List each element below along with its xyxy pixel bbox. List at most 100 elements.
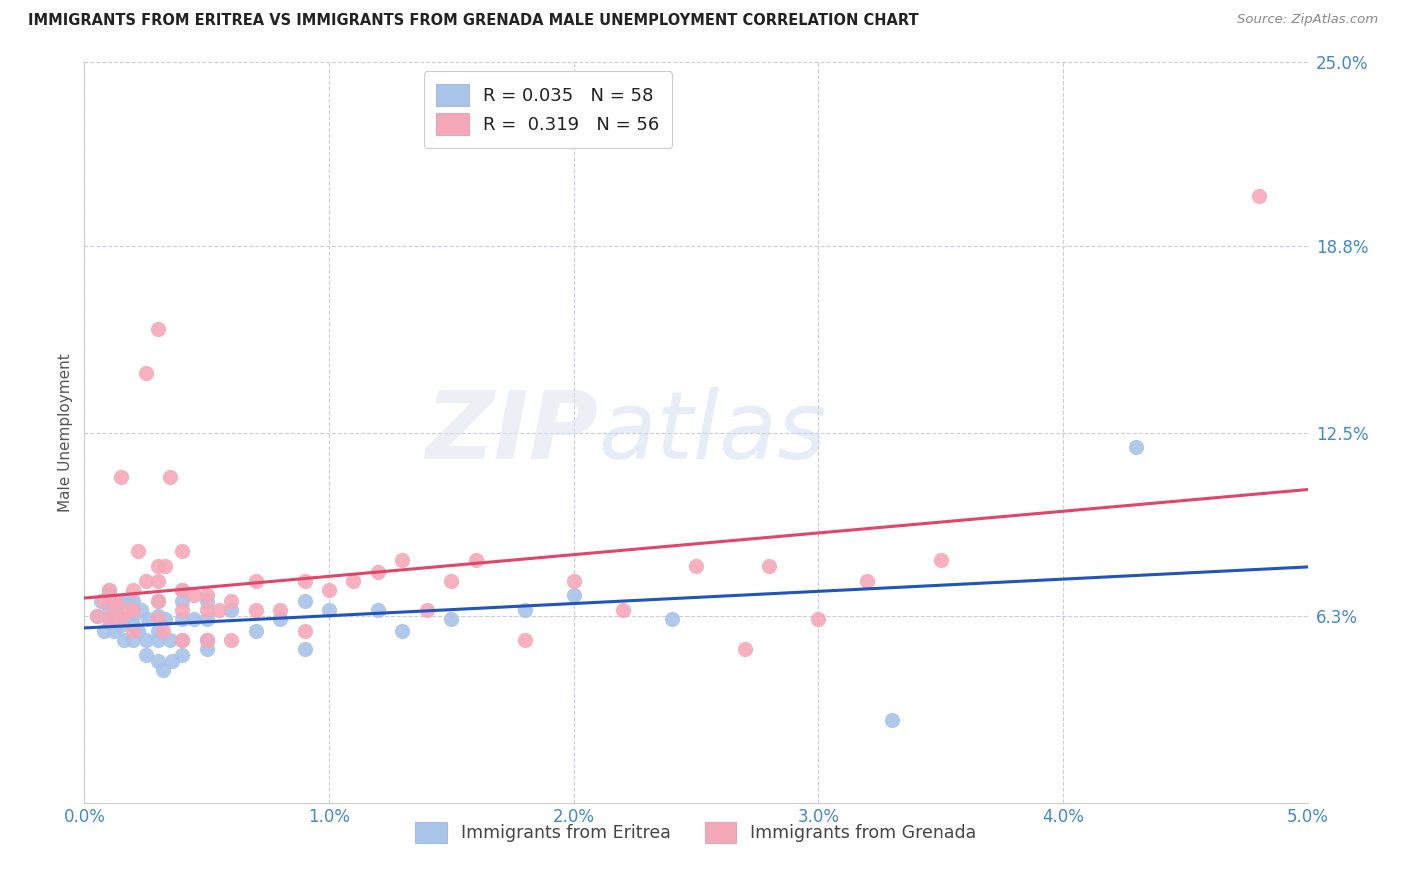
Point [146, 632, 169, 647]
Point [195, 612, 218, 626]
Point [294, 574, 316, 588]
Point [661, 612, 683, 626]
Point [110, 618, 132, 632]
Point [162, 654, 184, 668]
Point [195, 594, 218, 608]
Point [97, 612, 120, 626]
Point [122, 582, 145, 597]
Point [112, 632, 135, 647]
Point [880, 713, 903, 727]
Point [146, 322, 169, 336]
Point [122, 603, 145, 617]
Text: IMMIGRANTS FROM ERITREA VS IMMIGRANTS FROM GRENADA MALE UNEMPLOYMENT CORRELATION: IMMIGRANTS FROM ERITREA VS IMMIGRANTS FR… [28, 13, 918, 29]
Point [219, 603, 242, 617]
Point [1125, 441, 1147, 455]
Point [269, 612, 291, 626]
Point [318, 603, 340, 617]
Point [172, 603, 194, 617]
Point [153, 558, 176, 573]
Point [367, 565, 389, 579]
Point [342, 574, 364, 588]
Text: Source: ZipAtlas.com: Source: ZipAtlas.com [1237, 13, 1378, 27]
Point [146, 654, 169, 668]
Point [172, 544, 194, 558]
Point [97, 582, 120, 597]
Point [122, 603, 145, 617]
Point [110, 470, 132, 484]
Point [440, 612, 463, 626]
Legend: Immigrants from Eritrea, Immigrants from Grenada: Immigrants from Eritrea, Immigrants from… [409, 814, 983, 850]
Point [269, 603, 291, 617]
Point [464, 553, 486, 567]
Point [172, 594, 194, 608]
Point [146, 594, 169, 608]
Point [110, 594, 132, 608]
Y-axis label: Male Unemployment: Male Unemployment [58, 353, 73, 512]
Point [86, 609, 108, 624]
Point [172, 612, 194, 626]
Point [807, 612, 830, 626]
Text: atlas: atlas [598, 387, 827, 478]
Point [391, 624, 413, 638]
Point [172, 632, 194, 647]
Point [562, 589, 585, 603]
Point [562, 574, 585, 588]
Point [219, 594, 242, 608]
Point [97, 603, 120, 617]
Point [195, 589, 218, 603]
Point [612, 603, 634, 617]
Point [146, 624, 169, 638]
Point [127, 544, 149, 558]
Point [758, 558, 780, 573]
Point [152, 663, 174, 677]
Point [153, 612, 176, 626]
Point [135, 632, 157, 647]
Point [172, 582, 194, 597]
Point [136, 612, 159, 626]
Point [929, 553, 952, 567]
Point [146, 609, 169, 624]
Point [135, 574, 157, 588]
Point [129, 603, 152, 617]
Point [122, 594, 145, 608]
Point [115, 612, 138, 626]
Point [110, 612, 132, 626]
Point [93, 624, 115, 638]
Point [318, 582, 340, 597]
Point [127, 624, 149, 638]
Point [195, 641, 218, 656]
Point [513, 632, 536, 647]
Point [159, 632, 181, 647]
Point [856, 574, 879, 588]
Point [135, 648, 157, 662]
Point [367, 603, 389, 617]
Point [172, 632, 194, 647]
Point [93, 594, 115, 608]
Point [195, 632, 218, 647]
Point [294, 641, 316, 656]
Point [117, 594, 139, 608]
Point [294, 594, 316, 608]
Point [391, 553, 413, 567]
Point [734, 641, 756, 656]
Point [90, 594, 112, 608]
Point [146, 558, 169, 573]
Point [122, 618, 145, 632]
Point [245, 574, 267, 588]
Point [103, 624, 125, 638]
Point [122, 632, 145, 647]
Point [152, 624, 174, 638]
Point [103, 603, 125, 617]
Point [122, 609, 145, 624]
Point [219, 632, 242, 647]
Point [172, 648, 194, 662]
Point [513, 603, 536, 617]
Point [97, 589, 120, 603]
Point [172, 582, 194, 597]
Point [1247, 188, 1270, 202]
Point [416, 603, 439, 617]
Point [245, 624, 267, 638]
Point [146, 594, 169, 608]
Point [294, 624, 316, 638]
Point [135, 367, 157, 381]
